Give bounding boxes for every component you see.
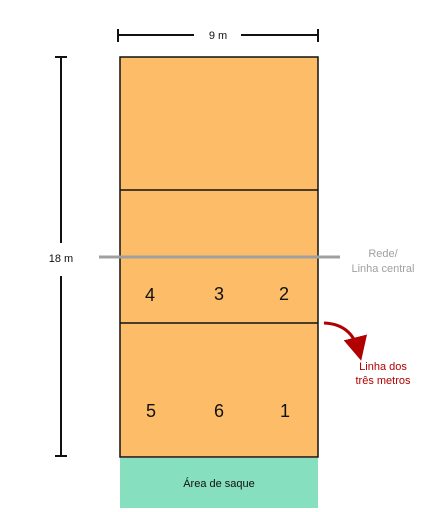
width-dimension — [117, 29, 319, 42]
position-4: 4 — [145, 285, 155, 305]
attack-line-label-line1: Linha dos — [359, 361, 407, 373]
service-area — [120, 458, 318, 508]
attack-line-label-line2: três metros — [355, 375, 411, 387]
width-label: 9 m — [209, 30, 227, 42]
service-area-label: Área de saque — [183, 477, 255, 490]
net-label-line2: Linha central — [352, 263, 415, 275]
position-3: 3 — [214, 284, 224, 304]
position-1: 1 — [280, 401, 290, 421]
position-6: 6 — [214, 401, 224, 421]
attack-line-arrow — [323, 321, 367, 361]
net-label-line1: Rede/ — [368, 248, 398, 260]
length-dimension — [55, 56, 67, 457]
position-2: 2 — [279, 284, 289, 304]
position-5: 5 — [146, 401, 156, 421]
length-label: 18 m — [49, 253, 73, 265]
